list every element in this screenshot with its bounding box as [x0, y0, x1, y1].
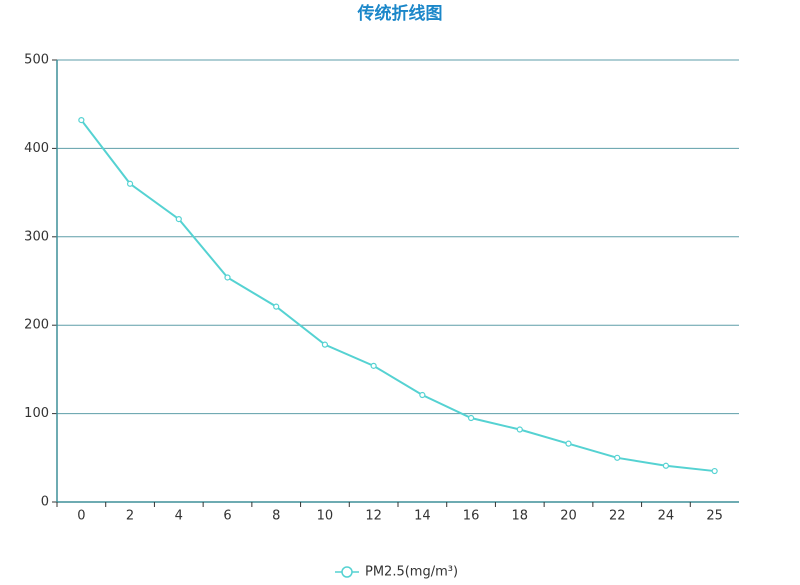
x-tick-label: 8: [272, 509, 280, 524]
x-tick-label: 0: [77, 509, 85, 524]
line: [80, 119, 715, 473]
y-tick-label: 200: [24, 318, 49, 333]
chart-title: 传统折线图: [357, 3, 443, 24]
y-tick-label: 100: [24, 406, 49, 421]
x-tick-label: 20: [560, 509, 577, 524]
point: [711, 467, 718, 475]
point: [78, 117, 85, 124]
point: [175, 216, 182, 223]
x-tick-label: 12: [365, 509, 382, 524]
x-tick-label: 16: [463, 509, 480, 524]
point: [614, 454, 621, 461]
point: [224, 274, 231, 281]
point: [662, 462, 670, 469]
y-tick-label: 500: [24, 53, 49, 68]
y-tick-label: 300: [24, 229, 49, 244]
x-tick-label: 14: [414, 509, 431, 524]
point: [516, 426, 523, 433]
x-tick-label: 24: [658, 509, 675, 524]
x-tick-label: 18: [512, 509, 529, 524]
point: [126, 180, 134, 187]
x-tick-label: 6: [223, 509, 231, 524]
legend-symbol: [341, 566, 353, 578]
y-tick-label: 0: [41, 495, 49, 510]
point: [370, 362, 377, 369]
legend-label: PM2.5(mg/m³): [365, 565, 458, 580]
point: [321, 341, 329, 348]
x-tick-label: 2: [126, 509, 134, 524]
x-tick-label: 4: [175, 509, 183, 524]
point: [419, 391, 426, 399]
y-tick-label: 400: [24, 141, 49, 156]
x-tick-label: 25: [706, 509, 723, 524]
point: [467, 414, 475, 422]
point: [565, 440, 572, 447]
x-tick-label: 10: [317, 509, 334, 524]
point: [273, 303, 280, 310]
x-tick-label: 22: [609, 509, 626, 524]
